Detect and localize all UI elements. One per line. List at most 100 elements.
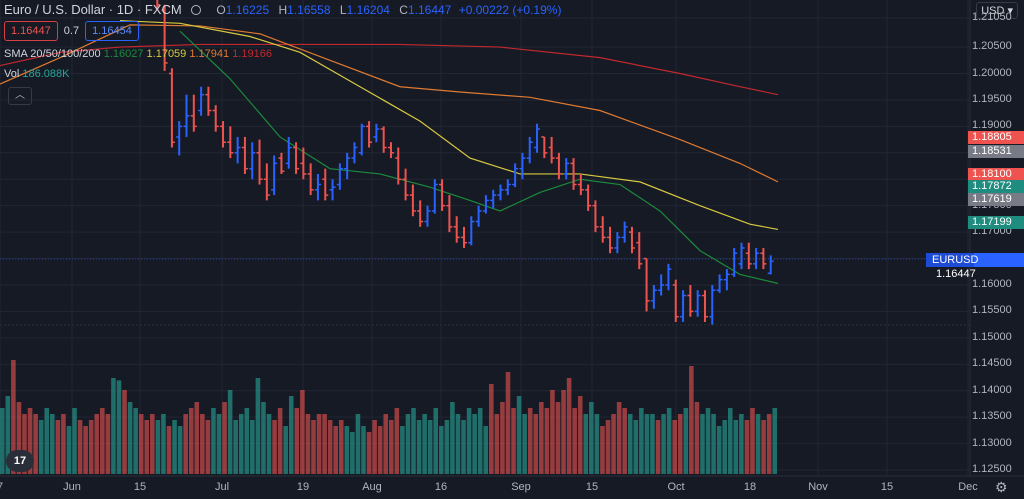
time-tick-label: Sep [511,481,531,493]
time-tick-label: Oct [667,481,685,493]
volume-bar [705,408,711,474]
volume-bar [244,408,250,474]
volume-bar [505,372,511,474]
volume-bar [761,420,766,474]
volume-bar [594,414,600,474]
sma-legend[interactable]: SMA 20/50/100/200 1.16027 1.17059 1.1794… [4,48,272,60]
vol-value: 186.088K [22,68,70,80]
sma200-value: 1.19166 [232,48,272,60]
volume-bar [639,408,644,474]
price-tick-label: 1.21050 [972,11,1012,23]
volume-bar [439,426,444,474]
time-tick-label: Dec [958,481,978,493]
volume-bar [666,408,672,474]
volume-bar [316,414,322,474]
volume-bar [44,408,50,474]
volume-bar [427,420,433,474]
volume-legend[interactable]: Vol 186.088K [4,68,69,80]
sma100-value: 1.17941 [189,48,230,60]
time-tick-label: 18 [743,481,757,493]
tradingview-logo-icon[interactable]: 17 [6,450,34,472]
volume-bar [722,420,727,474]
buy-button[interactable]: 1.16454 [85,21,139,41]
volume-bar [650,414,655,474]
volume-bar [444,420,450,474]
volume-bar [644,414,650,474]
price-tick-label: 1.16000 [972,277,1012,290]
volume-bar [166,426,172,474]
volume-bar [372,420,377,474]
volume-bar [727,408,733,474]
volume-bar [116,380,122,474]
volume-bar [294,408,300,474]
volume-bar [350,432,355,474]
symbol-header: Euro / U.S. Dollar · 1D · FXCM O1.16225 … [4,2,561,17]
price-badge: 1.18531 [968,145,1024,159]
volume-bar [405,414,411,474]
volume-bar [455,414,461,474]
open-value: 1.16225 [225,3,270,17]
volume-bar [766,414,772,474]
volume-bar [733,420,739,474]
volume-bar [494,414,500,474]
price-badge: 1.18100 [968,167,1024,181]
time-tick-label: 19 [296,481,310,493]
volume-bar [38,420,44,474]
volume-bar [627,414,633,474]
volume-bar [716,426,722,474]
volume-bar [694,402,700,474]
volume-bar [755,414,761,474]
sma-label: SMA 20/50/100/200 [4,48,101,60]
volume-bar [77,420,83,474]
volume-bar [416,420,422,474]
volume-bar [461,420,466,474]
volume-bar [311,420,316,474]
volume-bar [572,408,577,474]
volume-bar [61,414,66,474]
volume-bar [222,402,227,474]
price-tick-label: 1.12500 [972,463,1012,475]
volume-bar [183,414,188,474]
symbol-price-badge: EURUSD 1.16447 [926,253,1024,280]
spread-value: 0.7 [63,25,80,37]
volume-bar [589,402,594,474]
volume-bar [577,396,583,474]
volume-bar [288,396,294,474]
low-value: 1.16204 [346,3,390,17]
volume-bar [689,366,694,474]
volume-bar [450,402,455,474]
settings-gear-icon[interactable]: ⚙ [995,479,1008,495]
volume-bar [611,414,616,474]
sell-button[interactable]: 1.16447 [4,21,58,41]
volume-bar [105,414,111,474]
volume-bar [472,414,477,474]
collapse-legend-icon[interactable]: ︿ [8,87,32,105]
volume-bar [400,426,405,474]
low-label: L [339,3,347,17]
volume-bar [422,414,427,474]
volume-bar [561,390,566,474]
volume-bar [411,408,416,474]
volume-bar [394,408,400,474]
sma50-line [119,20,779,231]
symbol-title[interactable]: Euro / U.S. Dollar · 1D · FXCM [4,2,182,17]
volume-bar [605,420,611,474]
volume-bar [361,426,366,474]
volume-bar [700,414,705,474]
volume-bar [33,414,38,474]
currency-button[interactable]: USD ▾ [976,2,1018,19]
open-label: O [216,3,226,17]
volume-bar [66,426,72,474]
volume-bar [216,414,222,474]
volume-bar [88,420,94,474]
sma20-value: 1.16027 [103,48,144,60]
time-tick-label: Nov [808,481,828,493]
volume-bar [683,408,689,474]
volume-bar [272,420,277,474]
volume-bar [322,414,327,474]
symbol-badge-price: 1.16447 [936,268,976,280]
volume-bar [127,402,133,474]
volume-bar [83,426,88,474]
volume-bar [5,396,11,474]
